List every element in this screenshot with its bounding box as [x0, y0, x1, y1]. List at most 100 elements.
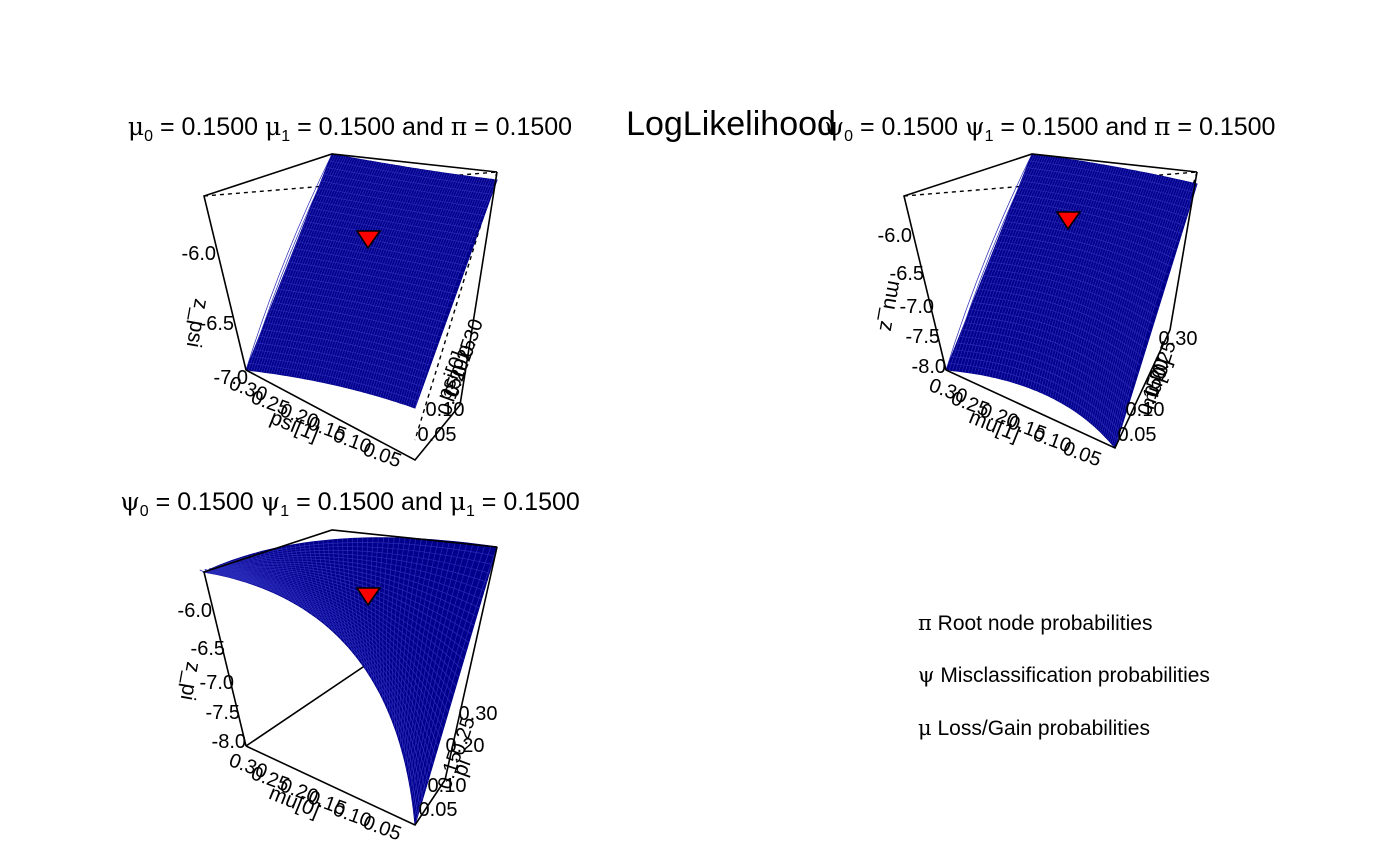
mesh-line: [286, 268, 454, 302]
mesh-line: [399, 539, 428, 745]
legend: π Root node probabilities ψ Misclassific…: [918, 611, 1210, 740]
mesh-line: [410, 542, 468, 790]
mesh-line: [307, 214, 474, 245]
mesh-line: [1000, 160, 1075, 380]
mesh-line: [308, 164, 392, 380]
mesh-line: [377, 174, 460, 397]
mesh-line: [361, 172, 444, 392]
mesh-line: [955, 154, 1040, 372]
x-tick-label: 0.05: [1060, 437, 1104, 471]
mesh-line: [270, 158, 357, 374]
y-tick-label: 0.20: [446, 735, 485, 757]
mesh-line: [334, 168, 418, 386]
mesh-line: [268, 157, 354, 374]
z-tick-label: -6.5: [191, 638, 225, 660]
mesh-line: [267, 315, 436, 352]
mesh-line: [300, 163, 385, 379]
mesh-line: [253, 155, 340, 372]
mesh-line: [1013, 200, 1180, 243]
mesh-line: [203, 553, 487, 583]
mesh-line: [203, 565, 472, 635]
z-tick-label: -7.0: [900, 296, 934, 318]
y-ticks: 0.30 0.25 0.20 0.15 0.10 0.05: [419, 703, 498, 821]
mesh-line: [203, 571, 449, 713]
mesh-line: [302, 227, 469, 259]
mesh-line: [315, 194, 482, 224]
z-tick-label: -7.0: [200, 672, 234, 694]
mesh-line: [203, 568, 467, 652]
mesh-line: [962, 329, 1131, 399]
mesh-line: [378, 537, 384, 700]
mesh-line: [970, 308, 1139, 375]
mesh-line: [203, 571, 452, 704]
mesh-line: [262, 329, 431, 366]
mesh-line: [961, 155, 1045, 372]
mesh-line: [1010, 207, 1177, 251]
mesh-line: [951, 356, 1121, 432]
optimum-marker: [1055, 211, 1082, 231]
mesh-line: [203, 571, 418, 817]
mesh-line: [305, 164, 390, 380]
mesh-line: [283, 160, 368, 376]
mesh-line: [389, 176, 472, 400]
z-axis-label: mu_z: [875, 279, 907, 334]
mesh-line: [325, 167, 409, 383]
mesh-line: [313, 200, 480, 231]
mesh-line: [203, 571, 436, 756]
main-title: LogLikelihood: [626, 105, 836, 143]
mesh-line: [305, 221, 472, 252]
box-front: [203, 529, 498, 827]
mesh-line: [1023, 173, 1190, 210]
mesh-line: [964, 155, 1047, 373]
mesh-line: [365, 173, 449, 393]
mesh-line: [203, 560, 480, 609]
mesh-line: [1011, 161, 1085, 383]
mesh-line: [994, 159, 1071, 378]
mesh-line: [254, 349, 423, 387]
mesh-line: [265, 157, 352, 373]
panel-psi: μ0 = 0.1500 μ1 = 0.1500 and π = 0.1500 -…: [128, 112, 572, 472]
mesh-line: [273, 158, 359, 374]
mesh-line: [978, 288, 1147, 350]
mesh-line: [945, 153, 1033, 371]
mesh-line: [203, 571, 421, 808]
mesh-line: [312, 165, 397, 381]
y-tick-label: 0.05: [1118, 424, 1157, 446]
mesh-line: [320, 166, 404, 382]
z-tick-label: -7.5: [906, 326, 940, 348]
mesh-line: [346, 170, 430, 388]
mesh-line: [270, 308, 439, 345]
mesh-line: [1026, 167, 1192, 201]
mesh-line: [285, 160, 371, 376]
mesh-line: [278, 288, 446, 323]
mesh-line: [351, 171, 434, 390]
mesh-line: [295, 162, 380, 378]
mesh-line: [245, 153, 333, 371]
z-tick-label: -7.5: [206, 702, 240, 724]
y-tick-label: 0.05: [418, 424, 457, 446]
mesh-line: [258, 156, 345, 372]
mesh-line: [303, 163, 387, 379]
mesh-line: [973, 156, 1054, 374]
mesh-line: [991, 254, 1159, 309]
panel-title: ψ0 = 0.1500 ψ1 = 0.1500 and μ1 = 0.1500: [120, 487, 580, 520]
mesh-line: [977, 157, 1057, 375]
mesh-line: [404, 540, 445, 764]
mesh-line: [339, 169, 423, 387]
mesh-line: [363, 172, 446, 393]
z-axis-label: z_psi: [182, 297, 213, 349]
panel-mu: ψ0 = 0.1500 ψ1 = 0.1500 and π = 0.1500 -…: [825, 112, 1276, 471]
y-tick-label: 0.10: [428, 775, 467, 797]
mesh-line: [288, 261, 457, 295]
mesh-line: [310, 207, 477, 238]
mesh-line: [203, 571, 429, 782]
mesh-line: [203, 564, 475, 626]
z-tick-label: -6.5: [200, 313, 234, 335]
mesh-line: [967, 156, 1049, 373]
box-front: [903, 153, 1198, 450]
mesh-line: [997, 159, 1073, 379]
mesh-line: [975, 295, 1144, 358]
mesh-line: [406, 541, 451, 770]
panel-title: ψ0 = 0.1500 ψ1 = 0.1500 and π = 0.1500: [825, 112, 1276, 145]
mesh-line: [329, 167, 413, 385]
